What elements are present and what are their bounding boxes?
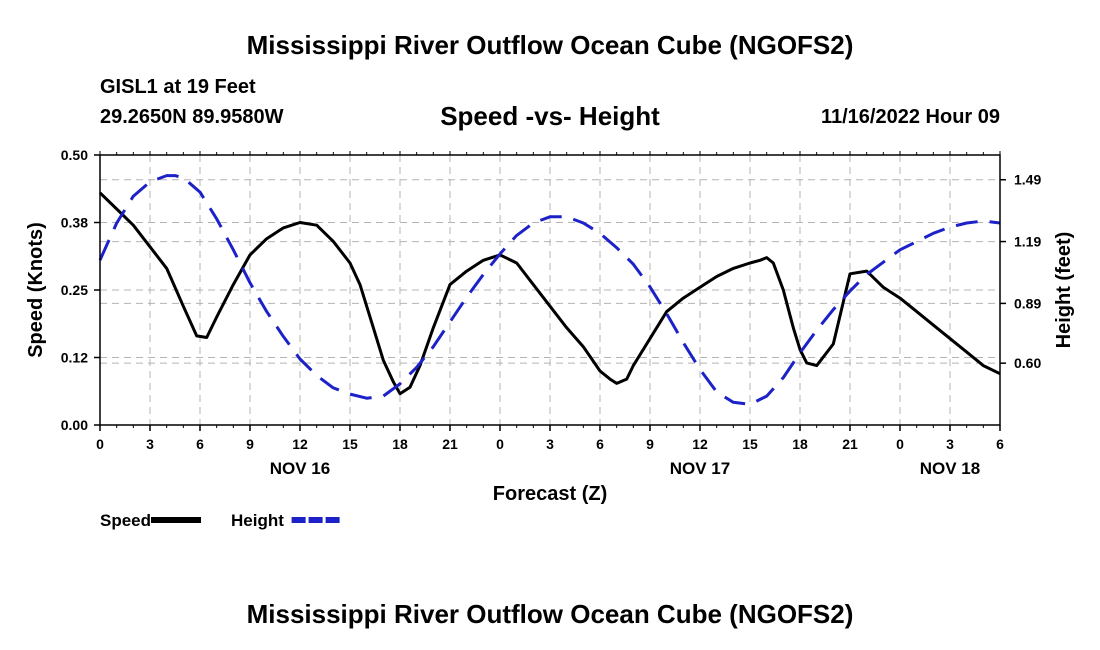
plot-series — [98, 174, 1001, 406]
y-left-tick-label: 0.38 — [61, 215, 88, 231]
grid — [100, 155, 1000, 425]
run-time: 11/16/2022 Hour 09 — [820, 106, 1000, 128]
x-tick-label: 6 — [996, 436, 1004, 452]
chart-subtitle: Speed -vs- Height — [440, 101, 660, 131]
x-tick-label: 12 — [292, 436, 308, 452]
y-left-tick-label: 0.00 — [61, 417, 88, 433]
footer-title: Mississippi River Outflow Ocean Cube (NG… — [246, 599, 854, 629]
height-series-line — [98, 174, 1001, 406]
x-tick-label: 6 — [596, 436, 604, 452]
x-tick-label: 0 — [496, 436, 504, 452]
date-label: NOV 16 — [270, 459, 330, 478]
x-tick-label: 3 — [946, 436, 954, 452]
x-tick-label: 12 — [692, 436, 708, 452]
legend: Speed Height — [100, 511, 342, 530]
x-tick-label: 0 — [96, 436, 104, 452]
x-axis-label: Forecast (Z) — [493, 483, 607, 505]
x-tick-label: 18 — [392, 436, 408, 452]
x-tick-label: 21 — [442, 436, 458, 452]
x-tick-label: 0 — [896, 436, 904, 452]
height-legend-label: Height — [231, 511, 284, 530]
date-label: NOV 17 — [670, 459, 730, 478]
x-tick-label: 9 — [246, 436, 254, 452]
y-left-tick-label: 0.25 — [61, 282, 88, 298]
speed-legend-label: Speed — [100, 511, 151, 530]
y-right-tick-label: 0.60 — [1014, 355, 1041, 371]
y-left-axis-label: Speed (Knots) — [25, 222, 47, 358]
y-right-tick-label: 0.89 — [1014, 295, 1041, 311]
chart-title: Mississippi River Outflow Ocean Cube (NG… — [246, 30, 854, 60]
axes: 0 3 6 9 12 15 18 21 0 3 6 9 12 15 18 21 0 3 6 0.00 0.12 0.25 0… — [25, 147, 1075, 505]
date-label: NOV 18 — [920, 459, 980, 478]
x-tick-label: 3 — [146, 436, 154, 452]
y-left-tick-label: 0.50 — [61, 147, 88, 163]
x-tick-label: 9 — [646, 436, 654, 452]
x-tick-label: 6 — [196, 436, 204, 452]
x-tick-label: 15 — [342, 436, 358, 452]
y-right-tick-label: 1.19 — [1014, 234, 1041, 250]
x-tick-label: 15 — [742, 436, 758, 452]
station-name: GISL1 at 19 Feet — [100, 76, 256, 98]
y-left-tick-label: 0.12 — [61, 350, 88, 366]
x-tick-label: 3 — [546, 436, 554, 452]
station-coordinates: 29.2650N 89.9580W — [100, 106, 284, 128]
speed-series-line — [98, 191, 1001, 396]
x-tick-label: 21 — [842, 436, 858, 452]
y-right-tick-label: 1.49 — [1014, 172, 1041, 188]
x-tick-label: 18 — [792, 436, 808, 452]
y-right-axis-label: Height (feet) — [1053, 232, 1075, 349]
